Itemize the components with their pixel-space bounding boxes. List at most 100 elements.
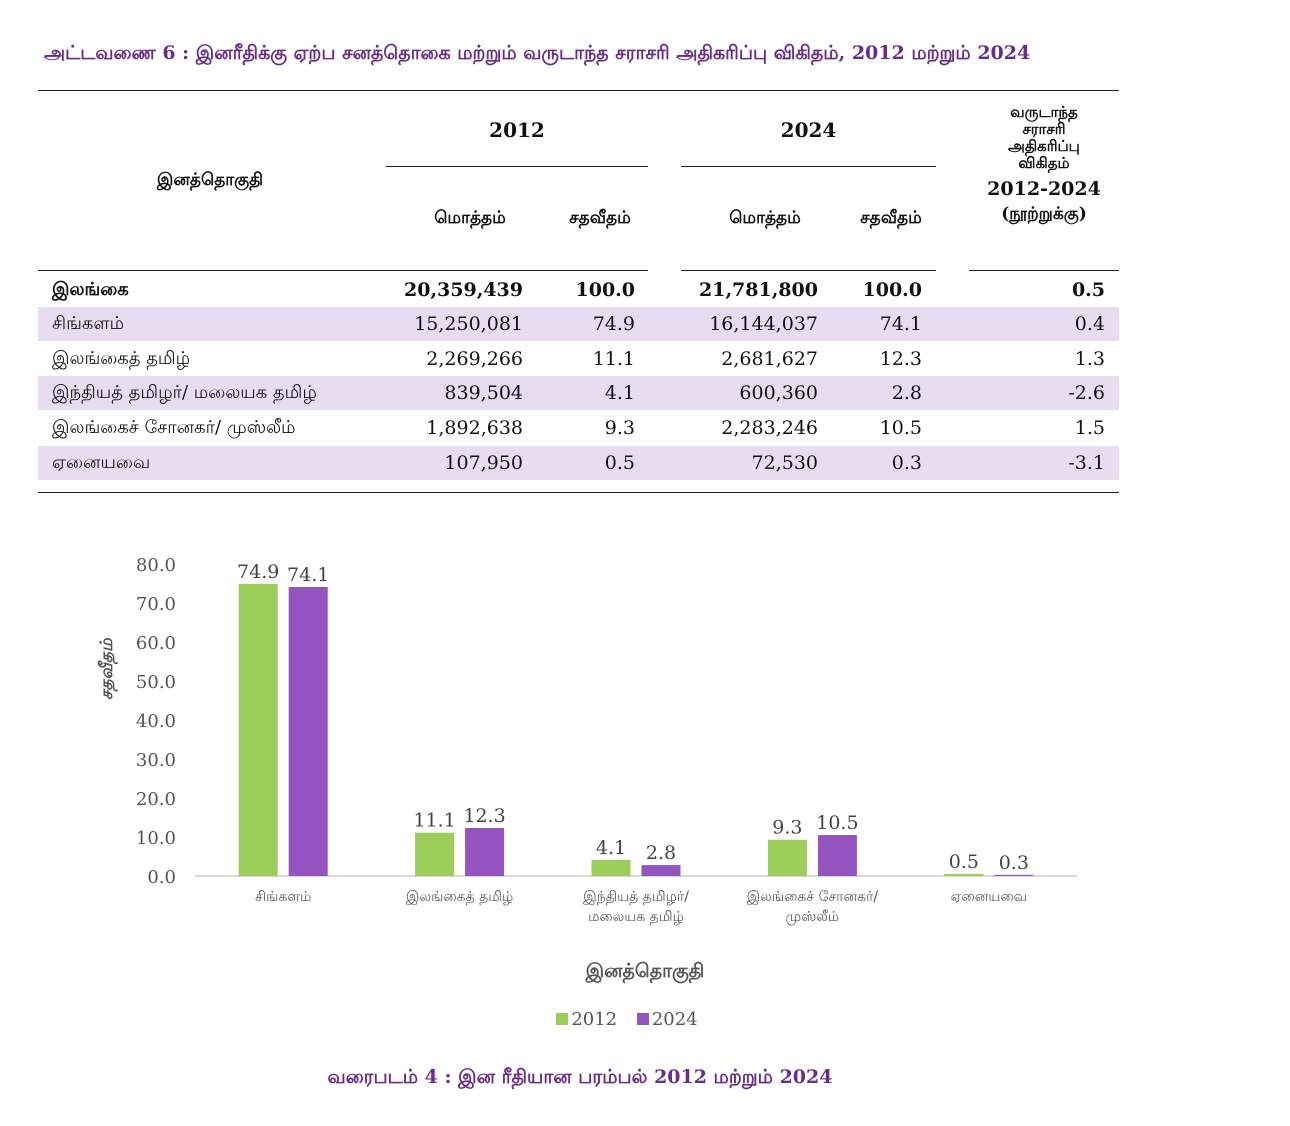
- header-rate-line4: விகிதம்: [1018, 154, 1070, 172]
- header-total-2024: மொத்தம்: [729, 208, 801, 228]
- data-label-2024: 74.1: [287, 564, 329, 586]
- data-label-2012: 74.9: [237, 561, 279, 583]
- bar-2024: [465, 828, 505, 876]
- bar-2012: [238, 583, 278, 876]
- table-cell-total-2024: 600,360: [739, 382, 818, 404]
- table-cell-pct-2024: 2.8: [891, 382, 922, 404]
- table-cell-rate: 1.3: [1074, 348, 1105, 370]
- table-cell-pct-2024: 12.3: [879, 348, 922, 370]
- table-cell-total-2024: 72,530: [751, 452, 818, 474]
- table-cell-total-2024: 16,144,037: [709, 313, 818, 335]
- y-tick-label: 50.0: [136, 672, 176, 693]
- table-cell-total-2012: 15,250,081: [414, 313, 523, 335]
- table-top-rule: [38, 90, 1119, 91]
- table-cell-rate: -2.6: [1068, 382, 1105, 404]
- header-rate-line5: 2012-2024: [987, 178, 1101, 200]
- table-cell-pct-2012: 0.5: [604, 452, 635, 474]
- table-cell-pct-2024: 100.0: [862, 279, 923, 301]
- x-tick-label: சிங்களம்: [255, 889, 311, 905]
- table-cell-pct-2024: 74.1: [879, 313, 922, 335]
- table-bottom-rule: [38, 492, 1119, 493]
- header-rate-line6: (நூற்றுக்கு): [1001, 204, 1087, 224]
- y-tick-label: 0.0: [147, 867, 176, 888]
- table-cell-total-2012: 107,950: [444, 452, 523, 474]
- data-label-2024: 10.5: [816, 812, 858, 834]
- table-row-indian-tamil-label: இந்தியத் தமிழர்/ மலையக தமிழ்: [52, 382, 317, 403]
- data-label-2012: 4.1: [596, 837, 626, 859]
- header-rule-left: [38, 270, 648, 271]
- header-percent-2012: சதவீதம்: [569, 208, 631, 228]
- header-rate-line3: அதிகரிப்பு: [1008, 137, 1080, 155]
- row-band-indian-tamil: [38, 376, 1119, 410]
- y-axis-title: சதவீதம்: [97, 638, 117, 700]
- header-rule-mid: [681, 270, 936, 271]
- table-cell-total-2024: 21,781,800: [699, 279, 818, 301]
- y-tick-label: 30.0: [136, 750, 176, 771]
- row-band-others: [38, 446, 1119, 480]
- table-cell-pct-2012: 74.9: [592, 313, 635, 335]
- data-label-2024: 0.3: [999, 852, 1029, 874]
- table-cell-total-2012: 1,892,638: [426, 417, 523, 439]
- table-row-others-label: ஏனையவை: [52, 452, 151, 473]
- table-cell-pct-2024: 0.3: [891, 452, 922, 474]
- table-cell-total-2012: 20,359,439: [404, 279, 523, 301]
- table-cell-total-2024: 2,283,246: [721, 417, 818, 439]
- bar-chart: 0.0 10.0 20.0 30.0 40.0 50.0 60.0 70.0 80.0 74.9 7…: [136, 555, 1077, 925]
- bar-2024: [288, 587, 328, 876]
- table-row-moor-label: இலங்கைச் சோனகர்/ முஸ்லீம்: [52, 417, 296, 438]
- table-cell-pct-2012: 11.1: [592, 348, 635, 370]
- legend-label-2012: 2012: [571, 1008, 618, 1030]
- bar-2024: [817, 835, 857, 876]
- year2-underline: [681, 166, 936, 167]
- x-axis-title: இனத்தொகுதி: [585, 960, 705, 982]
- legend-label-2024: 2024: [651, 1008, 698, 1030]
- row-band-sinhala: [38, 307, 1119, 341]
- bar-2012: [415, 832, 455, 876]
- bar-2024: [641, 865, 681, 876]
- x-tick-label: முஸ்லீம்: [786, 909, 839, 925]
- y-tick-label: 70.0: [136, 594, 176, 615]
- legend-swatch-2012: [556, 1013, 569, 1025]
- data-label-2012: 9.3: [772, 817, 802, 839]
- header-year-2024: 2024: [780, 118, 837, 142]
- header-rate: வருடாந்த சராசரி அதிகரிப்பு விகிதம் 2012-…: [969, 104, 1119, 226]
- year1-underline: [386, 166, 648, 167]
- table-row-sinhala-label: சிங்களம்: [52, 313, 125, 334]
- data-label-2012: 0.5: [949, 851, 979, 873]
- bar-2012: [944, 874, 984, 876]
- y-tick-label: 20.0: [136, 789, 176, 810]
- x-tick-label: இந்தியத் தமிழர்/: [583, 889, 689, 905]
- x-tick-label: மலையக தமிழ்: [588, 909, 684, 925]
- table-cell-rate: 0.4: [1074, 313, 1105, 335]
- data-label-2024: 12.3: [463, 805, 505, 827]
- header-percent-2024: சதவீதம்: [860, 208, 922, 228]
- bar-2012: [591, 860, 631, 876]
- y-tick-label: 60.0: [136, 633, 176, 654]
- y-tick-label: 10.0: [136, 828, 176, 849]
- x-tick-label: இலங்கைத் தமிழ்: [406, 889, 513, 905]
- y-tick-label: 40.0: [136, 711, 176, 732]
- table-cell-pct-2024: 10.5: [879, 417, 922, 439]
- header-rule-right: [969, 270, 1119, 271]
- header-year-2012: 2012: [489, 118, 545, 142]
- legend-swatch-2024: [636, 1013, 649, 1025]
- data-label-2012: 11.1: [413, 810, 455, 832]
- table-cell-total-2012: 839,504: [444, 382, 523, 404]
- figure-caption: வரைபடம் 4 : இன ரீதியான பரம்பல் 2012 மற்ற…: [327, 1066, 833, 1088]
- table-row-sri-lanka-label: இலங்கை: [52, 279, 129, 300]
- table-cell-total-2024: 2,681,627: [721, 348, 818, 370]
- table-cell-rate: 1.5: [1074, 417, 1105, 439]
- table-cell-pct-2012: 9.3: [604, 417, 635, 439]
- x-tick-label: ஏனையவை: [951, 889, 1027, 905]
- bar-2024: [994, 874, 1034, 876]
- header-rate-line1: வருடாந்த: [1010, 103, 1078, 121]
- table-row-sl-tamil-label: இலங்கைத் தமிழ்: [52, 348, 191, 369]
- table-cell-pct-2012: 4.1: [604, 382, 635, 404]
- x-tick-label: இலங்கைச் சோனகர்/: [747, 889, 879, 905]
- table-cell-rate: -3.1: [1068, 452, 1105, 474]
- chart-legend: 2012 2024: [0, 1008, 1240, 1030]
- table-cell-pct-2012: 100.0: [575, 279, 636, 301]
- header-rate-line2: சராசரி: [1022, 120, 1066, 138]
- table-cell-total-2012: 2,269,266: [426, 348, 523, 370]
- table-caption: அட்டவணை 6 : இனரீதிக்கு ஏற்ப சனத்தொகை மற்…: [44, 42, 1031, 64]
